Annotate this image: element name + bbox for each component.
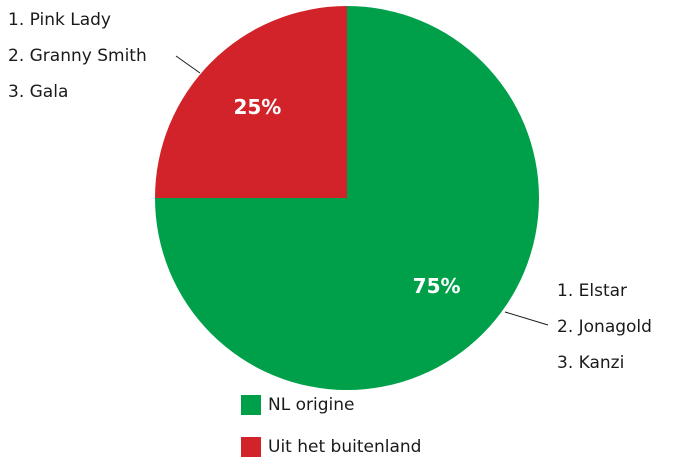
legend-swatch xyxy=(241,395,261,415)
annotation: 2. Granny Smith xyxy=(8,46,147,66)
annotation: 1. Elstar xyxy=(557,281,627,301)
legend-label: NL origine xyxy=(268,395,354,415)
annotation: 2. Jonagold xyxy=(557,317,652,337)
pie-slice xyxy=(155,6,347,198)
annotation: 1. Pink Lady xyxy=(8,10,111,30)
slice-label: 25% xyxy=(233,95,281,119)
leader-line xyxy=(504,311,549,326)
slice-label: 75% xyxy=(413,274,461,298)
annotation: 3. Kanzi xyxy=(557,353,624,373)
legend-label: Uit het buitenland xyxy=(268,437,421,457)
leader-line xyxy=(175,55,201,74)
annotation: 3. Gala xyxy=(8,82,68,102)
legend-swatch xyxy=(241,437,261,457)
